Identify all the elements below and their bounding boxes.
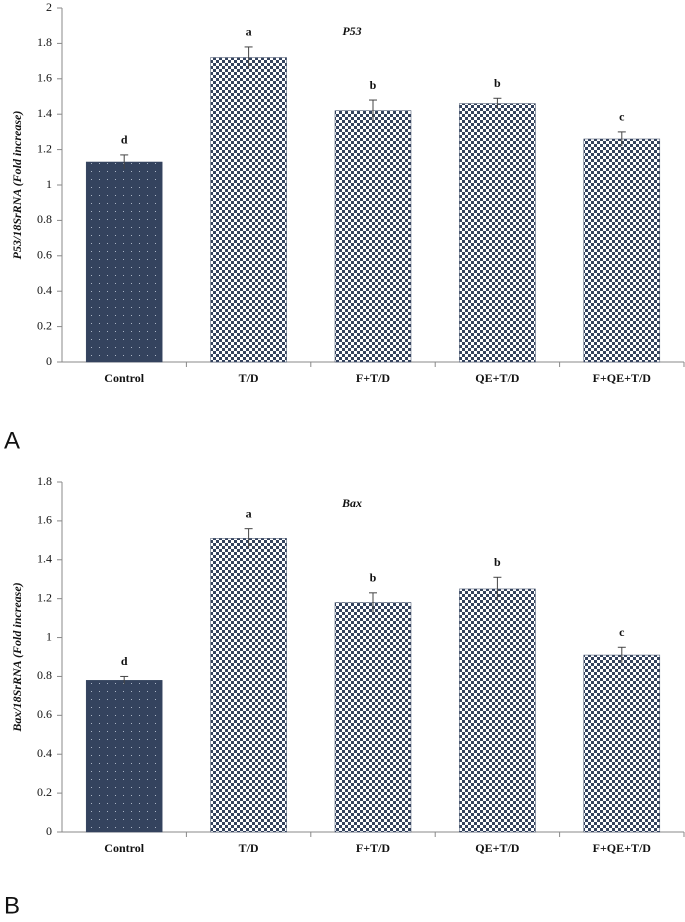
y-tick-label: 0.6 [37,248,52,262]
x-tick-label: F+QE+T/D [593,841,652,855]
y-tick-label: 0.2 [37,318,52,332]
y-tick-label: 1.8 [37,35,52,49]
chart-title: P53 [342,24,361,38]
y-tick-label: 0.6 [37,707,52,721]
panel-label: B [4,892,20,919]
y-tick-label: 0.4 [37,746,52,760]
bar [459,103,536,363]
x-tick-label: T/D [239,371,259,385]
bar [583,654,661,833]
y-tick-label: 0 [46,354,52,368]
y-tick-label: 0.4 [37,283,52,297]
bar [334,110,412,363]
bar [459,588,536,833]
x-tick-label: Control [104,841,144,855]
significance-letter: c [619,625,625,639]
x-tick-label: F+T/D [356,371,391,385]
x-tick-label: Control [104,371,144,385]
y-tick-label: 1.2 [37,141,52,155]
significance-letter: b [370,78,377,92]
y-tick-label: 1 [46,629,52,643]
bar [210,538,287,833]
significance-letter: d [121,133,128,147]
bar [583,138,661,363]
y-tick-label: 0.8 [37,212,52,226]
panel-label: A [4,427,20,454]
x-tick-label: F+QE+T/D [593,371,652,385]
chart-title: Bax [341,496,362,510]
y-tick-label: 1.4 [37,552,52,566]
y-tick-label: 1 [46,177,52,191]
y-axis-label: Bax/18SrRNA (Fold increase) [10,582,24,732]
y-tick-label: 1.2 [37,590,52,604]
y-tick-label: 1.8 [37,474,52,488]
y-axis-label: P53/18SrRNA (Fold increase) [10,111,24,260]
y-tick-label: 1.6 [37,71,52,85]
y-tick-label: 1.6 [37,513,52,527]
y-tick-label: 0.8 [37,668,52,682]
y-tick-label: 0.2 [37,785,52,799]
x-tick-label: QE+T/D [475,841,520,855]
bar [85,161,163,363]
x-tick-label: F+T/D [356,841,391,855]
bar [85,680,163,833]
y-tick-label: 2 [46,0,52,14]
bar [210,57,287,363]
x-tick-label: T/D [239,841,259,855]
significance-letter: d [121,654,128,668]
x-tick-label: QE+T/D [475,371,520,385]
significance-letter: b [494,76,501,90]
significance-letter: a [246,506,252,520]
significance-letter: b [370,571,377,585]
y-tick-label: 1.4 [37,106,52,120]
significance-letter: b [494,555,501,569]
y-tick-label: 0 [46,824,52,838]
bar [334,602,412,833]
significance-letter: c [619,110,625,124]
significance-letter: a [246,25,252,39]
